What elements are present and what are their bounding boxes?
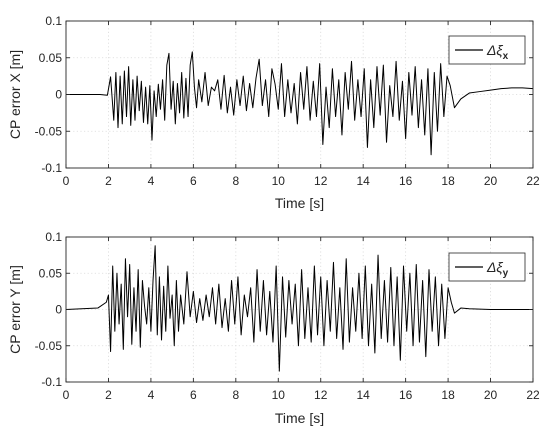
legend-entry: Δξx (486, 42, 509, 62)
x-tick-label: 6 (190, 388, 197, 402)
x-tick-label: 16 (399, 388, 413, 402)
x-tick-label: 14 (357, 174, 371, 188)
y-tick-label: 0.1 (45, 230, 62, 244)
x-tick-label: 18 (441, 388, 455, 402)
x-tick-label: 18 (441, 174, 455, 188)
x-tick-label: 14 (357, 388, 371, 402)
y-tick-label: -0.1 (41, 161, 62, 175)
x-tick-label: 8 (232, 388, 239, 402)
x-tick-label: 10 (272, 388, 286, 402)
x-tick-label: 4 (148, 174, 155, 188)
x-tick-label: 4 (148, 388, 155, 402)
chart-panel-2: 0 2 4 6 8 10 12 14 16 18 20 22 -0.1 -0.05 0 0.05 0.1 Time… (7, 230, 540, 426)
x-tick-label: 8 (232, 174, 239, 188)
y-axis-label: CP error Y [m] (7, 265, 23, 354)
x-tick-label: 0 (63, 174, 70, 188)
chart-panel-1: 0 2 4 6 8 10 12 14 16 18 20 22 -0.1 -0.05 0 0.05 0.1 Time… (7, 14, 540, 211)
legend-subscript: y (503, 268, 509, 279)
legend-entry: Δξy (486, 259, 509, 279)
series-line-y (65, 245, 533, 372)
x-tick-label: 6 (190, 174, 197, 188)
x-axis-label: Time [s] (275, 410, 324, 426)
y-tick-label: 0.05 (39, 266, 63, 280)
y-axis-label: CP error X [m] (7, 50, 23, 139)
legend-symbol: Δξ (486, 259, 503, 275)
legend: Δξy (448, 252, 526, 282)
x-tick-label: 2 (105, 388, 112, 402)
x-tick-label: 20 (484, 388, 498, 402)
x-axis-label: Time [s] (275, 195, 324, 211)
x-tick-label: 20 (484, 174, 498, 188)
y-tick-label: -0.05 (35, 339, 63, 353)
x-tick-label: 12 (314, 388, 328, 402)
legend-subscript: x (503, 51, 509, 62)
legend-symbol: Δξ (486, 42, 503, 58)
x-tick-label: 0 (63, 388, 70, 402)
x-tick-label: 22 (526, 174, 540, 188)
x-tick-label: 16 (399, 174, 413, 188)
y-tick-label: 0 (55, 88, 62, 102)
y-tick-label: 0 (55, 303, 62, 317)
y-tick-label: 0.1 (45, 14, 62, 28)
y-tick-label: -0.05 (35, 124, 63, 138)
x-tick-label: 22 (526, 388, 540, 402)
series-line-x (66, 51, 534, 156)
legend: Δξx (448, 35, 526, 65)
x-tick-label: 2 (105, 174, 112, 188)
y-tick-label: -0.1 (41, 375, 62, 389)
x-tick-label: 12 (314, 174, 328, 188)
x-tick-label: 10 (272, 174, 286, 188)
y-tick-label: 0.05 (39, 51, 63, 65)
